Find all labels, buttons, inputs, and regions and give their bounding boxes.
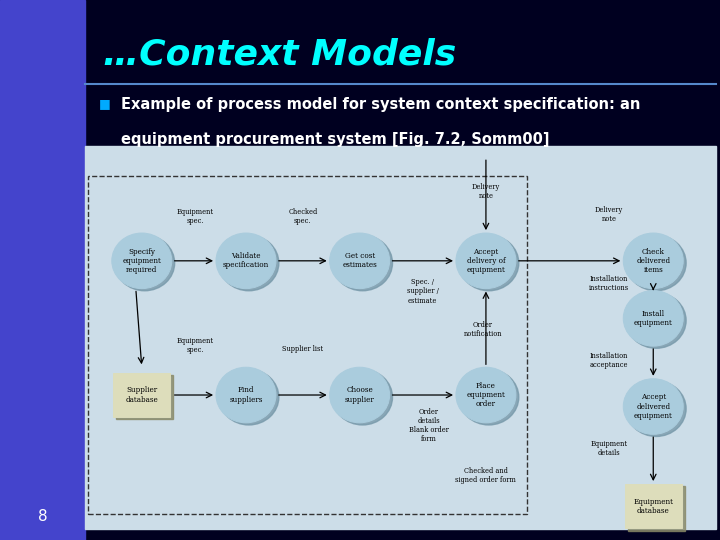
Text: 8: 8 xyxy=(37,509,48,524)
Text: ■: ■ xyxy=(99,97,111,110)
Text: Order
notification: Order notification xyxy=(464,321,502,339)
Text: Accept
delivered
equipment: Accept delivered equipment xyxy=(634,393,672,420)
Text: Choose
supplier: Choose supplier xyxy=(345,387,374,403)
Text: Supplier
database: Supplier database xyxy=(125,387,158,403)
Text: Delivery
note: Delivery note xyxy=(472,183,500,200)
Text: Get cost
estimates: Get cost estimates xyxy=(342,252,377,269)
Ellipse shape xyxy=(114,235,175,291)
Ellipse shape xyxy=(333,235,392,291)
Ellipse shape xyxy=(330,233,390,288)
Text: Example of process model for system context specification: an: Example of process model for system cont… xyxy=(121,97,640,112)
Ellipse shape xyxy=(456,367,516,423)
Text: Order
details
Blank order
form: Order details Blank order form xyxy=(409,408,449,443)
Bar xyxy=(85,146,716,529)
Text: Validate
specification: Validate specification xyxy=(223,252,269,269)
Text: Delivery
note: Delivery note xyxy=(595,206,624,224)
Text: Equipment
database: Equipment database xyxy=(634,497,673,515)
Bar xyxy=(625,484,682,529)
Ellipse shape xyxy=(624,291,683,346)
Bar xyxy=(0,0,85,540)
Bar xyxy=(116,375,174,420)
Text: Checked and
signed order form: Checked and signed order form xyxy=(456,467,516,484)
Ellipse shape xyxy=(456,233,516,288)
Ellipse shape xyxy=(112,233,172,288)
Text: Accept
delivery of
equipment: Accept delivery of equipment xyxy=(467,248,505,274)
Text: Equipment
details: Equipment details xyxy=(590,440,628,457)
Ellipse shape xyxy=(624,233,683,288)
Text: Place
equipment
order: Place equipment order xyxy=(467,382,505,408)
Ellipse shape xyxy=(626,381,686,436)
Ellipse shape xyxy=(330,367,390,423)
Ellipse shape xyxy=(216,233,276,288)
Text: Spec. /
supplier /
estimate: Spec. / supplier / estimate xyxy=(407,278,438,305)
Text: Checked
spec.: Checked spec. xyxy=(288,208,318,225)
Ellipse shape xyxy=(626,293,686,348)
Text: Equipment
spec.: Equipment spec. xyxy=(177,336,214,354)
Text: Find
suppliers: Find suppliers xyxy=(229,387,263,403)
Text: Installation
acceptance: Installation acceptance xyxy=(590,352,629,369)
Ellipse shape xyxy=(219,235,279,291)
Ellipse shape xyxy=(624,379,683,434)
Text: Install
equipment: Install equipment xyxy=(634,310,672,327)
Bar xyxy=(113,373,171,417)
Ellipse shape xyxy=(626,235,686,291)
Text: Equipment
spec.: Equipment spec. xyxy=(177,208,214,225)
Text: Check
delivered
items: Check delivered items xyxy=(636,248,670,274)
Text: equipment procurement system [Fig. 7.2, Somm00]: equipment procurement system [Fig. 7.2, … xyxy=(121,132,549,147)
Text: Specify
equipment
required: Specify equipment required xyxy=(122,248,161,274)
Ellipse shape xyxy=(216,367,276,423)
Ellipse shape xyxy=(219,369,279,425)
Ellipse shape xyxy=(459,235,519,291)
Bar xyxy=(85,0,720,540)
Bar xyxy=(88,177,527,514)
Text: Installation
instructions: Installation instructions xyxy=(589,275,629,293)
Text: Supplier list: Supplier list xyxy=(282,345,323,353)
Ellipse shape xyxy=(333,369,392,425)
Ellipse shape xyxy=(459,369,519,425)
Bar xyxy=(628,486,685,531)
Text: …Context Models: …Context Models xyxy=(103,38,456,72)
